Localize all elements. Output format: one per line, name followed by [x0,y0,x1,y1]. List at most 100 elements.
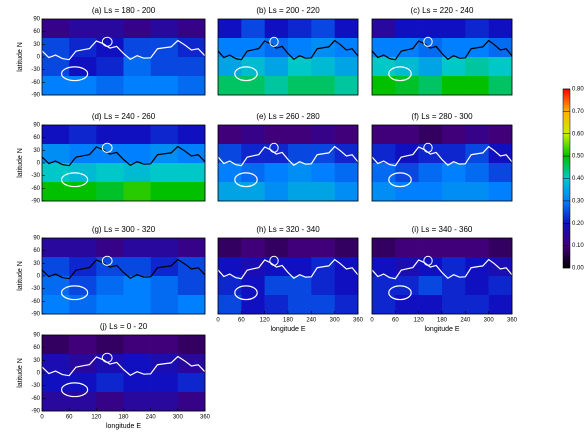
heat-cell [488,182,513,202]
panel-title: (g) Ls = 300 - 320 [92,225,156,234]
heat-cell [264,276,289,296]
heat-cell [177,335,206,355]
heat-cell [42,295,70,315]
heat-cell [123,238,151,258]
heat-cell [241,38,265,58]
panel-title: (h) Ls = 320 - 340 [256,225,320,234]
contour [234,172,258,188]
heat-cell [218,38,242,58]
colorbar-tick-label: 0.10 [572,243,584,249]
heat-cell [395,125,419,145]
y-axis-label: latitude N [17,261,24,291]
heat-cell [123,38,151,58]
y-tick-label: -30 [31,173,40,179]
heat-cell [241,144,265,164]
heat-cell [395,257,419,277]
colorbar-tick-label: 0.80 [572,87,584,93]
heat-cell [264,238,289,258]
y-axis-label: latitude N [17,148,24,178]
heat-cell [334,276,359,296]
heat-cell [42,76,70,96]
y-tick-label: 30 [33,42,40,48]
heat-cell [418,125,443,145]
heat-cell [488,276,513,296]
heat-cell [150,392,179,412]
heat-cell [334,163,359,183]
contour [388,285,412,301]
heat-cell [96,182,124,202]
heat-cell [123,295,151,315]
heat-cell [123,163,151,183]
heat-cell [218,238,242,258]
heat-cell [372,276,396,296]
x-tick-label: 360 [507,318,518,324]
heat-cell [465,57,489,77]
heat-cell [177,276,206,296]
heat-cell [288,38,312,58]
heat-cell [311,276,335,296]
contour [41,39,206,61]
heat-cell [218,144,242,164]
heat-cell [372,238,396,258]
heat-cell [264,76,289,96]
heat-cell [123,335,151,355]
contour [269,142,279,153]
heat-cell [372,19,396,39]
heat-cell [150,295,179,315]
heat-cell [42,354,70,374]
heat-cell [177,57,206,77]
heat-cell [264,295,289,315]
heat-cell [218,182,242,202]
heat-cell [288,295,312,315]
heat-cell [177,182,206,202]
heat-cell [218,57,242,77]
colorbar-tick-label: 0.60 [572,131,584,137]
heat-cell [69,373,97,393]
heat-cell [42,238,70,258]
heat-cell [311,19,335,39]
heat-cell [177,163,206,183]
x-tick-label: 360 [353,318,364,324]
y-tick-label: -30 [31,383,40,389]
contour [41,355,206,377]
heat-cell [311,163,335,183]
heat-cell [418,182,443,202]
x-tick-label: 180 [437,318,448,324]
heat-cell [488,19,513,39]
heat-cell [123,373,151,393]
heat-cell [177,392,206,412]
x-tick-label: 0 [216,318,220,324]
heat-cell [442,163,466,183]
contour [217,39,359,61]
heat-cell [372,163,396,183]
plot-frame [371,124,513,202]
panel-title: (a) Ls = 180 - 200 [92,6,156,15]
heat-cell [96,19,124,39]
y-tick-label: -90 [31,409,40,415]
heat-cell [96,295,124,315]
colorbar-tick-label: 0.40 [572,176,584,182]
colorbar-tick-label: 0.70 [572,109,584,115]
heat-cell [488,76,513,96]
heat-cell [218,257,242,277]
y-tick-label: 60 [33,345,40,351]
heat-cell [311,182,335,202]
heat-cell [442,125,466,145]
heat-cell [42,276,70,296]
heat-cell [334,38,359,58]
y-tick-label: 60 [33,29,40,35]
heat-cell [69,238,97,258]
heat-cell [96,335,124,355]
heat-cell [69,276,97,296]
heat-cell [42,392,70,412]
heat-cell [150,182,179,202]
y-tick-label: 30 [33,148,40,154]
heat-cell [123,276,151,296]
heat-cell [241,125,265,145]
contour [217,258,359,280]
heat-cell [150,125,179,145]
heat-cell [334,19,359,39]
heat-cell [218,125,242,145]
heat-cell [288,76,312,96]
